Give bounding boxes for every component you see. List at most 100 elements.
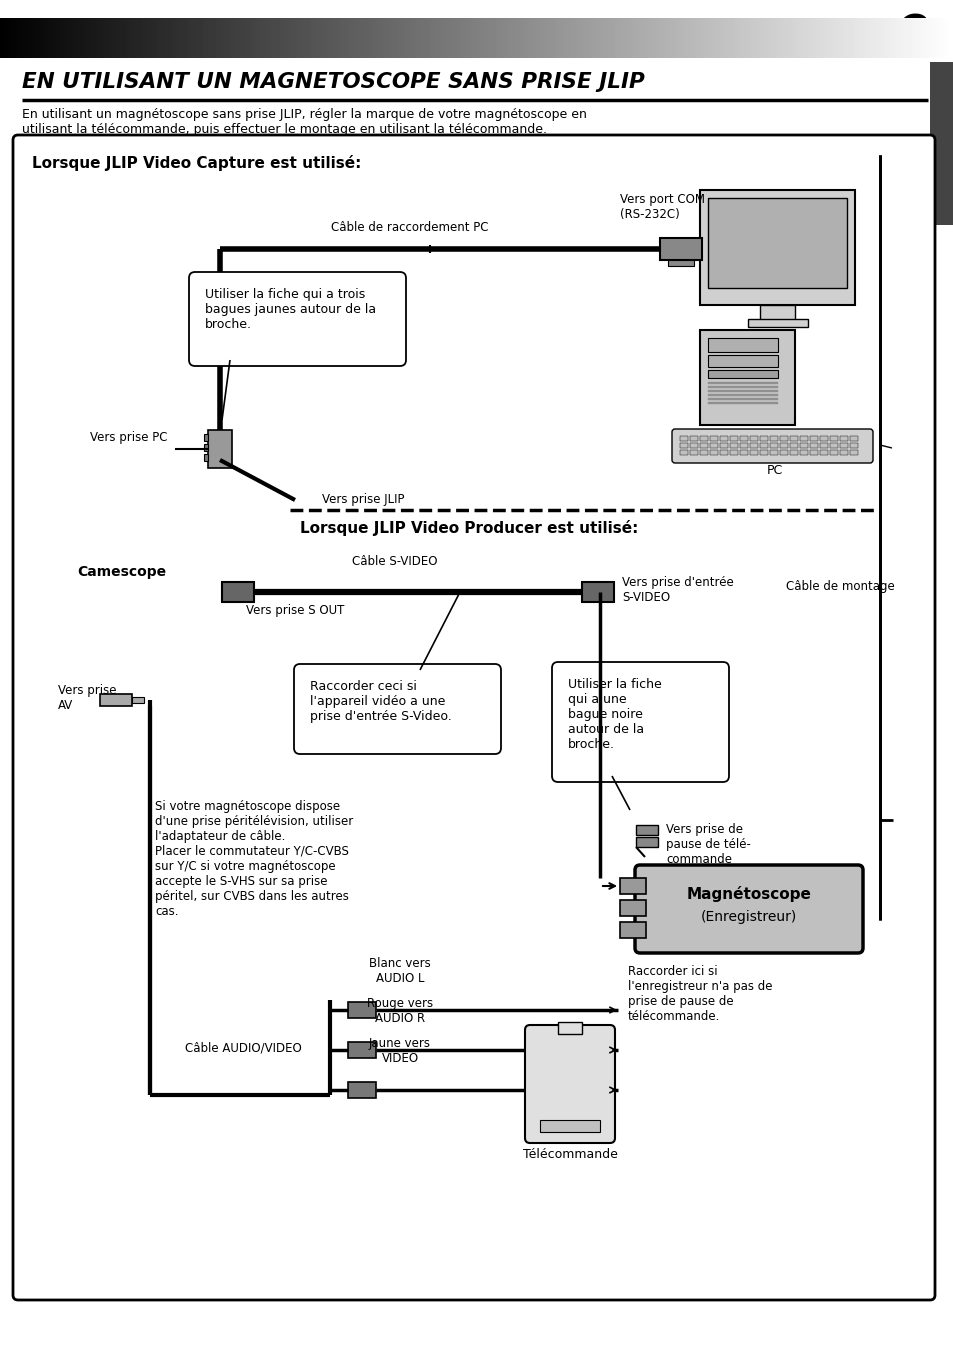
Text: Vers prise de
pause de télé-
commande: Vers prise de pause de télé- commande bbox=[665, 822, 750, 866]
Bar bbox=[707, 394, 778, 396]
Text: Utiliser la fiche qui a trois
bagues jaunes autour de la
broche.: Utiliser la fiche qui a trois bagues jau… bbox=[205, 289, 375, 331]
Bar bbox=[204, 444, 208, 451]
FancyBboxPatch shape bbox=[524, 1024, 615, 1144]
Bar bbox=[749, 436, 758, 440]
Text: Câble AUDIO/VIDEO: Câble AUDIO/VIDEO bbox=[185, 1042, 301, 1054]
Bar bbox=[707, 337, 778, 352]
Text: Utiliser la fiche
qui a une
bague noire
autour de la
broche.: Utiliser la fiche qui a une bague noire … bbox=[567, 678, 661, 751]
FancyBboxPatch shape bbox=[671, 430, 872, 463]
Bar bbox=[840, 436, 847, 440]
Text: Câble S-VIDEO: Câble S-VIDEO bbox=[352, 556, 437, 568]
Bar bbox=[667, 260, 693, 266]
Bar bbox=[740, 443, 747, 449]
Text: Vers prise JLIP: Vers prise JLIP bbox=[322, 493, 404, 507]
Bar bbox=[204, 434, 208, 440]
Bar bbox=[689, 436, 698, 440]
Bar bbox=[689, 443, 698, 449]
Bar bbox=[760, 450, 767, 455]
Bar bbox=[729, 450, 738, 455]
Bar bbox=[204, 454, 208, 461]
Circle shape bbox=[557, 1062, 568, 1075]
Bar bbox=[780, 443, 787, 449]
Bar bbox=[100, 694, 132, 706]
Circle shape bbox=[557, 1080, 568, 1092]
Bar bbox=[348, 1042, 375, 1058]
FancyBboxPatch shape bbox=[552, 663, 728, 782]
Bar bbox=[707, 198, 846, 289]
Bar bbox=[208, 430, 232, 467]
Text: (Enregistreur): (Enregistreur) bbox=[700, 911, 797, 924]
Text: Vers port COM
(RS-232C): Vers port COM (RS-232C) bbox=[619, 192, 704, 221]
Text: Raccorder ici si
l'enregistreur n'a pas de
prise de pause de
télécommande.: Raccorder ici si l'enregistreur n'a pas … bbox=[627, 965, 772, 1023]
Bar bbox=[636, 837, 658, 847]
Bar bbox=[829, 450, 837, 455]
Bar bbox=[829, 443, 837, 449]
Circle shape bbox=[575, 1080, 586, 1092]
Bar bbox=[720, 443, 727, 449]
Text: Jaune vers
VIDEO: Jaune vers VIDEO bbox=[369, 1037, 431, 1065]
Circle shape bbox=[575, 1043, 586, 1056]
Bar bbox=[800, 443, 807, 449]
Bar bbox=[809, 436, 817, 440]
Text: Vers prise
AV: Vers prise AV bbox=[58, 684, 116, 711]
Bar bbox=[849, 443, 857, 449]
Text: Câble de raccordement PC: Câble de raccordement PC bbox=[331, 221, 488, 234]
Text: PC: PC bbox=[766, 463, 782, 477]
Text: utilisant la télécommande, puis effectuer le montage en utilisant la télécommand: utilisant la télécommande, puis effectue… bbox=[22, 123, 546, 136]
Bar bbox=[729, 443, 738, 449]
FancyBboxPatch shape bbox=[615, 817, 895, 1133]
Bar bbox=[820, 436, 827, 440]
Bar bbox=[659, 238, 701, 260]
Circle shape bbox=[538, 1043, 551, 1056]
Bar bbox=[558, 1022, 581, 1034]
Text: Lorsque JLIP Video Capture est utilisé:: Lorsque JLIP Video Capture est utilisé: bbox=[32, 154, 361, 171]
Bar bbox=[709, 443, 718, 449]
Bar bbox=[709, 450, 718, 455]
Text: Raccorder ceci si
l'appareil vidéo a une
prise d'entrée S-Video.: Raccorder ceci si l'appareil vidéo a une… bbox=[310, 680, 452, 724]
Text: Vers prise d'entrée
S-VIDEO: Vers prise d'entrée S-VIDEO bbox=[621, 576, 733, 604]
Polygon shape bbox=[30, 495, 214, 672]
Bar bbox=[820, 450, 827, 455]
Bar bbox=[539, 1121, 599, 1131]
Bar bbox=[849, 436, 857, 440]
Bar bbox=[619, 878, 645, 894]
FancyBboxPatch shape bbox=[294, 664, 500, 753]
Bar bbox=[840, 443, 847, 449]
FancyBboxPatch shape bbox=[13, 136, 934, 1299]
Bar bbox=[789, 443, 797, 449]
Text: 9: 9 bbox=[894, 12, 931, 64]
Bar bbox=[749, 443, 758, 449]
Bar bbox=[707, 390, 778, 392]
Text: Camescope: Camescope bbox=[77, 565, 167, 579]
Circle shape bbox=[538, 1080, 551, 1092]
Circle shape bbox=[557, 1098, 568, 1110]
Circle shape bbox=[575, 1098, 586, 1110]
Bar bbox=[348, 1001, 375, 1018]
Text: Lorsque JLIP Video Producer est utilisé:: Lorsque JLIP Video Producer est utilisé: bbox=[299, 520, 638, 537]
Bar bbox=[747, 318, 807, 327]
Text: EN UTILISANT UN MAGNETOSCOPE SANS PRISE JLIP: EN UTILISANT UN MAGNETOSCOPE SANS PRISE … bbox=[22, 72, 644, 92]
Text: Si votre magnétoscope dispose
d'une prise péritélévision, utiliser
l'adaptateur : Si votre magnétoscope dispose d'une pris… bbox=[154, 799, 353, 917]
Bar bbox=[740, 450, 747, 455]
Bar bbox=[820, 443, 827, 449]
Bar bbox=[720, 436, 727, 440]
Bar bbox=[709, 436, 718, 440]
Bar bbox=[679, 436, 687, 440]
Bar bbox=[800, 436, 807, 440]
Bar bbox=[707, 355, 778, 367]
Bar bbox=[700, 436, 707, 440]
Bar bbox=[829, 436, 837, 440]
Bar bbox=[789, 436, 797, 440]
Bar bbox=[929, 62, 953, 225]
Bar bbox=[619, 921, 645, 938]
Bar bbox=[348, 1083, 375, 1098]
Bar bbox=[720, 450, 727, 455]
Bar bbox=[749, 450, 758, 455]
Bar bbox=[707, 402, 778, 404]
Text: Câble de montage: Câble de montage bbox=[785, 580, 893, 593]
FancyBboxPatch shape bbox=[281, 505, 888, 924]
Circle shape bbox=[538, 1098, 551, 1110]
Bar bbox=[769, 450, 778, 455]
Bar bbox=[689, 450, 698, 455]
Text: Magnétoscope: Magnétoscope bbox=[686, 886, 811, 902]
